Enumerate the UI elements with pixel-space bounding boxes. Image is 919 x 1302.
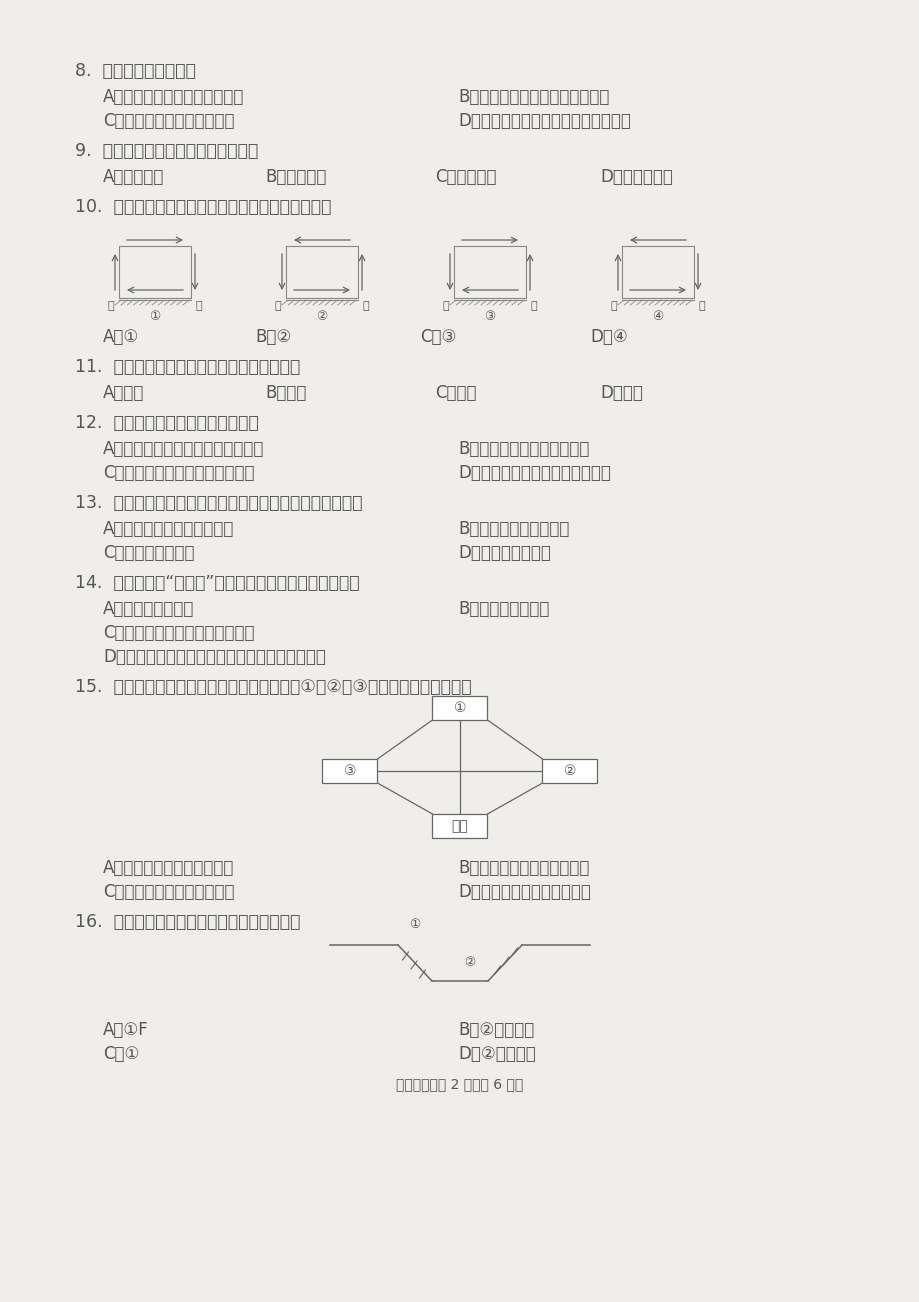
Text: 南: 南 — [442, 301, 448, 311]
Text: A．河水补给地下水: A．河水补给地下水 — [103, 600, 194, 618]
Text: C．①: C．① — [103, 1046, 139, 1062]
Text: 14.  黄河下游为“地上河”，其河水与地下水的相互关系是: 14. 黄河下游为“地上河”，其河水与地下水的相互关系是 — [75, 574, 359, 592]
Text: ④: ④ — [652, 310, 663, 323]
Text: 9.  近地面大气的热量主要来自于吸收: 9. 近地面大气的热量主要来自于吸收 — [75, 142, 258, 160]
Text: 13.  目前，人类比较容易利用的淡水资源除河流水外，还有: 13. 目前，人类比较容易利用的淡水资源除河流水外，还有 — [75, 493, 362, 512]
Text: ③: ③ — [344, 764, 356, 779]
Text: D．④: D．④ — [589, 328, 627, 346]
Text: D．洋流: D．洋流 — [599, 384, 642, 402]
Text: D．②成都平原: D．②成都平原 — [458, 1046, 535, 1062]
Bar — [286, 246, 357, 298]
Text: 10.  下面四幅图中，能正确表示南半球低纬环流的是: 10. 下面四幅图中，能正确表示南半球低纬环流的是 — [75, 198, 331, 216]
Text: D．由低纬流向高纬的洋流为寒流: D．由低纬流向高纬的洋流为寒流 — [458, 464, 610, 482]
Text: 岩浆: 岩浆 — [451, 819, 468, 833]
Text: A．岩浆岩、沉积岩、变质岩: A．岩浆岩、沉积岩、变质岩 — [103, 859, 234, 878]
Text: C．中低纬度海区大洋西岸为暖流: C．中低纬度海区大洋西岸为暖流 — [103, 464, 255, 482]
Text: 调研测试题第 2 页（共 6 页）: 调研测试题第 2 页（共 6 页） — [396, 1077, 523, 1091]
Text: 12.  下列关于洋流的说法，正确的是: 12. 下列关于洋流的说法，正确的是 — [75, 414, 258, 432]
Text: C．地形: C．地形 — [435, 384, 476, 402]
Text: B．水分: B．水分 — [265, 384, 306, 402]
Text: A．莫霍界面到地表之间的部分: A．莫霍界面到地表之间的部分 — [103, 89, 244, 105]
Text: ②: ② — [316, 310, 327, 323]
Text: A．①F: A．①F — [103, 1021, 149, 1039]
Text: D．大气逆辐射: D．大气逆辐射 — [599, 168, 672, 186]
Text: 北: 北 — [196, 301, 202, 311]
Text: C．大气辐射: C．大气辐射 — [435, 168, 496, 186]
Text: B．由南向北流的洋流为暖流: B．由南向北流的洋流为暖流 — [458, 440, 589, 458]
Text: 8.  岩石圈是指地球内部: 8. 岩石圈是指地球内部 — [75, 62, 196, 79]
Text: A．热量: A．热量 — [103, 384, 144, 402]
Text: C．③: C．③ — [420, 328, 456, 346]
Bar — [432, 697, 487, 720]
Text: 北: 北 — [363, 301, 369, 311]
Text: B．地下水补给河水: B．地下水补给河水 — [458, 600, 549, 618]
Text: B．②: B．② — [255, 328, 291, 346]
Text: B．变质岩、岩浆岩、沉积岩: B．变质岩、岩浆岩、沉积岩 — [458, 859, 589, 878]
Text: D．沉积岩、变质岩、岩浆岩: D．沉积岩、变质岩、岩浆岩 — [458, 883, 590, 901]
Text: A．①: A．① — [103, 328, 139, 346]
Bar — [323, 759, 377, 783]
Text: C．生物水和沼泽水: C．生物水和沼泽水 — [103, 544, 194, 562]
Text: 11.  形成由赤道到两极地域分异规律的基础是: 11. 形成由赤道到两极地域分异规律的基础是 — [75, 358, 300, 376]
Text: B．地面辐射: B．地面辐射 — [265, 168, 326, 186]
Text: D．莫霍界面和古登堡界面之间的部分: D．莫霍界面和古登堡界面之间的部分 — [458, 112, 630, 130]
Text: A．淡水湖泊水和浅层地下水: A．淡水湖泊水和浅层地下水 — [103, 519, 234, 538]
Text: ②: ② — [563, 764, 575, 779]
Text: 北: 北 — [530, 301, 537, 311]
Text: 南: 南 — [274, 301, 280, 311]
Text: 南: 南 — [609, 301, 617, 311]
Text: C．软流层到地表之间的部分: C．软流层到地表之间的部分 — [103, 112, 234, 130]
Text: D．湖泊水和土壤水: D．湖泊水和土壤水 — [458, 544, 550, 562]
Text: 16.  下列地形中，其成因与图中数码相符的是: 16. 下列地形中，其成因与图中数码相符的是 — [75, 913, 300, 931]
Text: ①: ① — [149, 310, 161, 323]
Text: 15.  下图为岩石圈物质循环示意图，图中数码①、②、③代表的岩石类型依次是: 15. 下图为岩石圈物质循环示意图，图中数码①、②、③代表的岩石类型依次是 — [75, 678, 471, 697]
Text: B．②渭河平原: B．②渭河平原 — [458, 1021, 534, 1039]
Text: B．冰川水和淡水湖泊水: B．冰川水和淡水湖泊水 — [458, 519, 569, 538]
Text: ①: ① — [409, 918, 420, 931]
Bar — [621, 246, 693, 298]
Text: A．太阳辐射: A．太阳辐射 — [103, 168, 165, 186]
Text: B．古登堡界面到地表之间的部分: B．古登堡界面到地表之间的部分 — [458, 89, 608, 105]
Bar — [119, 246, 191, 298]
Text: 北: 北 — [698, 301, 705, 311]
Text: C．河水与地下水无相互补给关系: C．河水与地下水无相互补给关系 — [103, 624, 255, 642]
Text: A．其形成的主要动力是地转偏向力: A．其形成的主要动力是地转偏向力 — [103, 440, 264, 458]
Text: ②: ② — [464, 956, 475, 969]
Text: 南: 南 — [108, 301, 114, 311]
Text: C．沉积岩、岩浆岩、变质岩: C．沉积岩、岩浆岩、变质岩 — [103, 883, 234, 901]
Bar — [542, 759, 596, 783]
Text: ①: ① — [453, 700, 466, 715]
Bar — [453, 246, 526, 298]
Bar — [432, 814, 487, 838]
Text: D．汛期河水补给地下水，枯水期地下水补给河水: D．汛期河水补给地下水，枯水期地下水补给河水 — [103, 648, 325, 667]
Text: ③: ③ — [483, 310, 495, 323]
